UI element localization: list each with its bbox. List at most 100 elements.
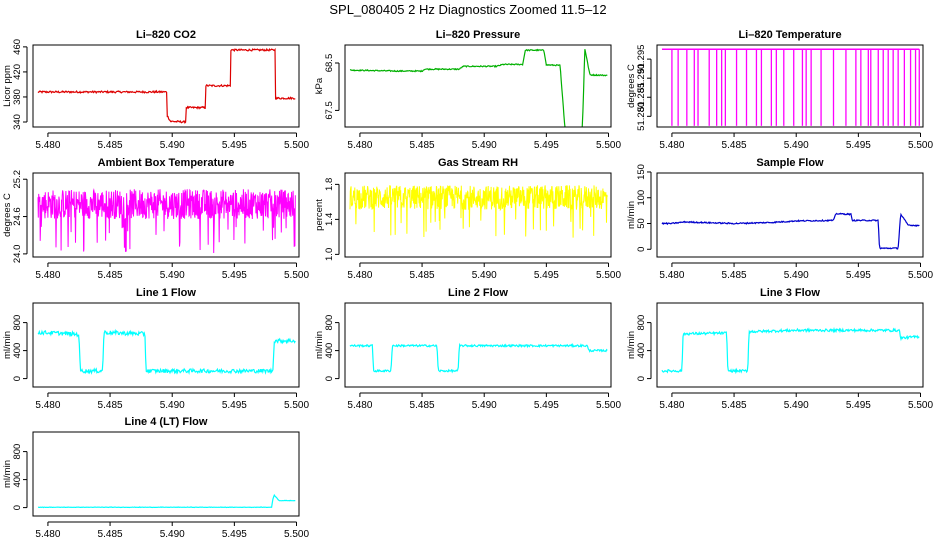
x-tick-label: 5.480 <box>35 529 60 540</box>
panel-title: Li–820 CO2 <box>136 29 196 41</box>
series-line <box>661 326 920 375</box>
x-tick-label: 5.480 <box>347 270 372 281</box>
panel-title: Ambient Box Temperature <box>98 157 235 169</box>
panel-9: Line 3 Flow 5.480 5.485 5.490 5.495 5.500 0 400… <box>626 287 933 411</box>
x-tick-label: 5.480 <box>659 140 684 151</box>
x-tick-label: 5.480 <box>659 270 684 281</box>
y-tick-label: 25.2 <box>12 170 23 189</box>
data-layer <box>661 48 920 126</box>
y-axis-label: ml/min <box>2 331 13 359</box>
x-tick-label: 5.500 <box>284 140 309 151</box>
y-axis-label: degrees C <box>626 64 637 108</box>
data-layer <box>661 212 920 250</box>
series-line <box>37 328 296 375</box>
series-band <box>349 185 608 238</box>
panel-title: Line 2 Flow <box>448 287 508 299</box>
y-axis-label: kPa <box>314 77 325 94</box>
x-tick-label: 5.500 <box>284 400 309 411</box>
x-tick-label: 5.485 <box>410 140 435 151</box>
y-tick-label: 51.285 <box>636 83 647 112</box>
x-tick-label: 5.485 <box>98 400 123 411</box>
y-tick-label: 24.0 <box>12 245 23 264</box>
x-tick-label: 5.500 <box>596 400 621 411</box>
x-tick-label: 5.480 <box>659 400 684 411</box>
y-tick-label: 0 <box>324 376 335 381</box>
y-tick-label: 400 <box>12 343 23 359</box>
plot-frame <box>32 302 300 388</box>
x-tick-label: 5.500 <box>596 140 621 151</box>
plot-frame <box>32 172 300 258</box>
y-tick-label: 67.5 <box>324 101 335 120</box>
x-tick-label: 5.480 <box>347 140 372 151</box>
x-tick-label: 5.490 <box>472 140 497 151</box>
y-axis-label: ml/min <box>314 331 325 359</box>
y-axis-label: ml/min <box>2 460 13 488</box>
y-tick-label: 800 <box>636 315 647 331</box>
data-layer <box>349 185 608 238</box>
x-tick-label: 5.485 <box>722 400 747 411</box>
y-tick-label: 380 <box>12 89 23 105</box>
y-tick-label: 51.290 <box>636 64 647 93</box>
x-tick-label: 5.500 <box>284 270 309 281</box>
y-tick-label: 400 <box>12 472 23 488</box>
data-layer <box>349 48 608 127</box>
panel-title: Li–820 Pressure <box>436 29 520 41</box>
y-tick-label: 68.5 <box>324 54 335 73</box>
plot-frame <box>32 44 300 128</box>
x-tick-label: 5.500 <box>596 270 621 281</box>
x-tick-label: 5.495 <box>222 400 247 411</box>
y-tick-label: 0 <box>636 376 647 381</box>
y-tick-label: 0 <box>12 376 23 381</box>
data-layer <box>37 493 296 509</box>
y-tick-label: 400 <box>636 343 647 359</box>
x-tick-label: 5.485 <box>410 270 435 281</box>
y-tick-label: 100 <box>636 190 647 206</box>
x-tick-label: 5.480 <box>35 400 60 411</box>
x-tick-label: 5.490 <box>472 270 497 281</box>
y-tick-label: 51.280 <box>636 102 647 131</box>
data-layer <box>349 342 608 374</box>
x-tick-label: 5.495 <box>534 400 559 411</box>
x-tick-label: 5.500 <box>908 400 933 411</box>
plot-frame <box>32 431 300 517</box>
plot-frame <box>344 172 612 258</box>
y-axis-label: ml/min <box>626 331 637 359</box>
panel-title: Line 4 (LT) Flow <box>125 416 208 428</box>
y-axis-label: ml/min <box>626 201 637 229</box>
y-tick-label: 50 <box>636 218 647 229</box>
y-tick-label: 51.295 <box>636 45 647 74</box>
y-tick-label: 0 <box>12 505 23 510</box>
data-layer <box>37 47 296 124</box>
x-tick-label: 5.485 <box>98 140 123 151</box>
series-line <box>661 212 920 250</box>
y-tick-label: 420 <box>12 64 23 80</box>
y-tick-label: 150 <box>636 164 647 180</box>
x-tick-label: 5.480 <box>347 400 372 411</box>
plot-frame <box>656 44 924 128</box>
plot-frame <box>344 44 612 128</box>
y-tick-label: 1.8 <box>324 178 335 191</box>
panel-title: Gas Stream RH <box>438 157 518 169</box>
panel-1: Li–820 CO2 5.480 5.485 5.490 5.495 5.500 340 38… <box>2 29 309 151</box>
series-band <box>37 188 296 254</box>
panel-8: Line 2 Flow 5.480 5.485 5.490 5.495 5.500 0 400… <box>314 287 621 411</box>
panel-6: Sample Flow 5.480 5.485 5.490 5.495 5.500 0 50 1… <box>626 157 933 281</box>
x-tick-label: 5.480 <box>35 270 60 281</box>
series-line <box>349 48 608 127</box>
plot-frame <box>344 302 612 388</box>
y-tick-label: 0 <box>636 247 647 252</box>
x-tick-label: 5.490 <box>160 270 185 281</box>
plot-frame <box>656 172 924 258</box>
x-tick-label: 5.495 <box>222 140 247 151</box>
x-tick-label: 5.500 <box>908 140 933 151</box>
y-axis-label: degrees C <box>2 193 13 237</box>
panel-title: Line 3 Flow <box>760 287 820 299</box>
x-tick-label: 5.495 <box>222 529 247 540</box>
x-tick-label: 5.485 <box>722 270 747 281</box>
data-layer <box>661 326 920 375</box>
x-tick-label: 5.500 <box>284 529 309 540</box>
series-line <box>37 493 296 509</box>
x-tick-label: 5.490 <box>784 270 809 281</box>
data-layer <box>37 188 296 254</box>
y-tick-label: 24.6 <box>12 207 23 226</box>
